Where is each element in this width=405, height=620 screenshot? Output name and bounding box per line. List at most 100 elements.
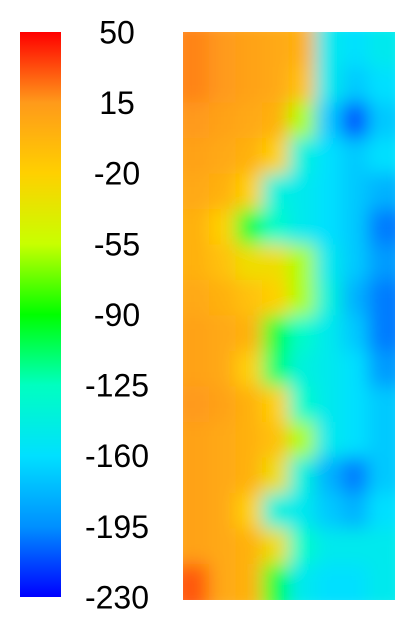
contour-cell [235,528,263,565]
contour-cell [209,173,237,210]
contour-field [183,32,395,600]
contour-cell [262,457,290,494]
contour-cell [183,102,210,139]
contour-cell [209,32,237,68]
contour-cell [368,564,395,600]
contour-cell [368,422,395,459]
contour-cell [262,67,290,104]
contour-cell [183,138,210,175]
colorbar-tick-label: 15 [99,85,135,121]
contour-cell [315,67,343,104]
contour-cell [262,422,290,459]
contour-cell [315,386,343,423]
contour-cell [288,422,316,459]
contour-cell [183,315,210,352]
contour-cell [209,457,237,494]
contour-cell [288,244,316,281]
contour-cell [235,386,263,423]
colorbar-tick-label: -55 [94,226,140,262]
contour-cell [288,67,316,104]
contour-cell [235,138,263,175]
contour-cell [235,173,263,210]
colorbar-tick-label: -125 [85,368,149,404]
contour-cell [209,493,237,530]
contour-cell [341,173,369,210]
contour-cell [262,138,290,175]
contour-cell [209,422,237,459]
contour-cell [288,564,316,600]
contour-cell [235,244,263,281]
contour-cell [368,138,395,175]
contour-cell [209,244,237,281]
contour-cell [235,457,263,494]
contour-cell [209,564,237,600]
contour-cell [341,67,369,104]
contour-cell [315,102,343,139]
contour-cell [183,422,210,459]
contour-cell [183,457,210,494]
contour-cell [183,244,210,281]
contour-cell [315,173,343,210]
contour-cell [262,564,290,600]
contour-cell [341,457,369,494]
contour-cell [262,280,290,317]
contour-cell [209,351,237,388]
contour-cell [368,67,395,104]
contour-cell [183,67,210,104]
contour-cell [235,351,263,388]
contour-cell [183,493,210,530]
contour-cell [368,102,395,139]
colorbar [20,32,61,597]
contour-cell [341,315,369,352]
contour-cell [262,493,290,530]
contour-cell [262,351,290,388]
contour-cell [183,280,210,317]
contour-cell [209,138,237,175]
contour-cell [341,102,369,139]
contour-cell [288,138,316,175]
contour-cell [368,315,395,352]
contour-cell [288,457,316,494]
contour-cell [262,528,290,565]
contour-cell [288,32,316,68]
contour-cell [315,493,343,530]
contour-cell [341,280,369,317]
contour-cell [235,493,263,530]
contour-cell [262,173,290,210]
contour-cell [341,138,369,175]
contour-cell [288,173,316,210]
colorbar-tick-label: -20 [94,156,140,192]
contour-cell [341,244,369,281]
contour-cell [209,386,237,423]
contour-cell [315,280,343,317]
contour-cell [315,564,343,600]
contour-cell [368,351,395,388]
contour-cell [341,209,369,246]
contour-cell [209,209,237,246]
contour-cell [368,457,395,494]
contour-cell [235,564,263,600]
contour-cell [183,386,210,423]
contour-cell [209,315,237,352]
contour-cell [368,528,395,565]
contour-cell [315,457,343,494]
colorbar-tick-label: -195 [85,509,149,545]
contour-cell [341,386,369,423]
contour-cell [183,32,210,68]
contour-cell [288,102,316,139]
contour-cell [288,386,316,423]
contour-cell [368,386,395,423]
contour-cell [235,67,263,104]
contour-cell [262,244,290,281]
contour-cell [262,209,290,246]
contour-cell [368,32,395,68]
contour-cell [315,528,343,565]
contour-cell [341,528,369,565]
contour-cell [235,209,263,246]
colorbar-tick-label: 50 [99,14,135,50]
contour-cell [183,564,210,600]
contour-cell [341,493,369,530]
contour-cell [315,32,343,68]
contour-cell [341,422,369,459]
